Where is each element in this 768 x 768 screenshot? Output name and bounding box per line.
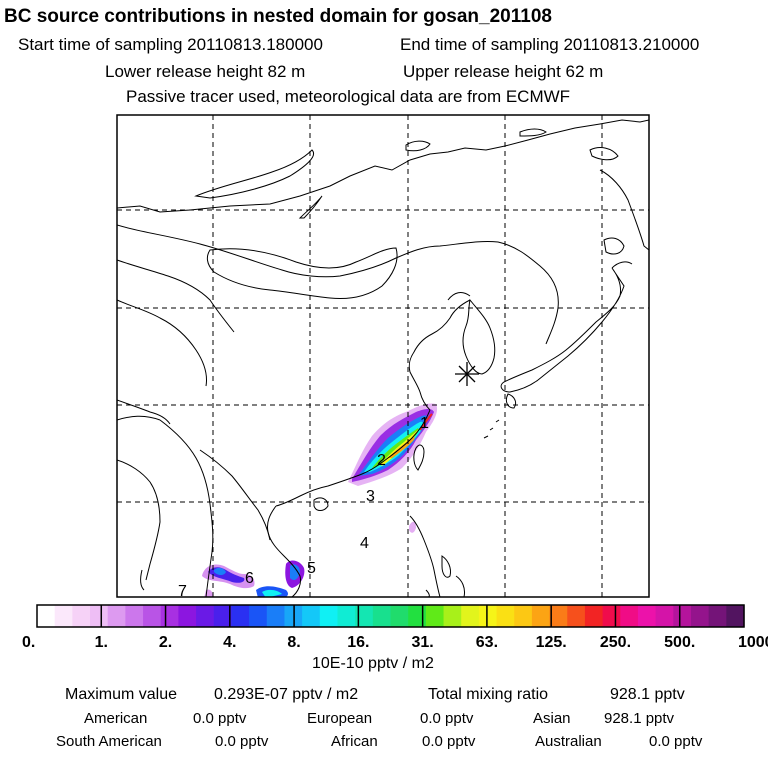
- colorbar-cell: [726, 605, 745, 627]
- max-value: 0.293E-07 pptv / m2: [214, 686, 359, 703]
- source-name-american: American: [84, 710, 148, 727]
- colorbar-cell: [90, 605, 109, 627]
- region-label-6: 6: [245, 570, 254, 587]
- colorbar-cell: [637, 605, 657, 627]
- colorbar-cell: [549, 605, 568, 627]
- colorbar-cell: [54, 605, 73, 627]
- source-name-australian: Australian: [535, 733, 602, 750]
- colorbar-tick-label: 0.: [22, 634, 35, 651]
- colorbar-cell: [478, 605, 498, 627]
- total-mixing-label: Total mixing ratio: [428, 686, 549, 703]
- colorbar-cell: [319, 605, 339, 627]
- source-value-australian: 0.0 pptv: [649, 733, 703, 750]
- grid-lines: [117, 115, 649, 597]
- tracer-note: Passive tracer used, meteorological data…: [126, 87, 571, 106]
- colorbar-tick-label: 125.: [536, 634, 567, 651]
- source-name-european: European: [307, 710, 373, 727]
- source-value-african: 0.0 pptv: [422, 733, 476, 750]
- colorbar-cell: [461, 605, 480, 627]
- source-value-asian: 928.1 pptv: [604, 710, 675, 727]
- plume-philippines: [409, 521, 416, 533]
- max-value-label: Maximum value: [65, 686, 178, 703]
- colorbar-cell: [337, 605, 356, 627]
- colorbar-tick-label: 250.: [600, 634, 631, 651]
- total-mixing-value: 928.1 pptv: [610, 686, 685, 703]
- source-value-south-american: 0.0 pptv: [215, 733, 269, 750]
- colorbar-tick-label: 500.: [664, 634, 695, 651]
- colorbar-tick-label: 8.: [287, 634, 300, 651]
- colorbar-cell: [125, 605, 144, 627]
- colorbar-tick-label: 31.: [412, 634, 434, 651]
- colorbar-cell: [355, 605, 374, 627]
- colorbar-cell: [567, 605, 586, 627]
- source-value-european: 0.0 pptv: [420, 710, 474, 727]
- colorbar-tick-label: 63.: [476, 634, 498, 651]
- colorbar-cell: [443, 605, 462, 627]
- colorbar-cell: [602, 605, 621, 627]
- colorbar-cell: [249, 605, 268, 627]
- colorbar-cell: [425, 605, 445, 627]
- colorbar-tick-label: 4.: [223, 634, 236, 651]
- colorbar-cell: [390, 605, 409, 627]
- region-label-4: 4: [360, 535, 369, 552]
- upper-release-height-label: Upper release height 62 m: [403, 62, 604, 81]
- colorbar-cell: [708, 605, 727, 627]
- colorbar-cell: [408, 605, 427, 627]
- colorbar-cell: [107, 605, 126, 627]
- colorbar-cell: [655, 605, 674, 627]
- colorbar-cell: [160, 605, 179, 627]
- colorbar-cell: [178, 605, 197, 627]
- source-value-american: 0.0 pptv: [193, 710, 247, 727]
- start-time-label: Start time of sampling 20110813.180000: [18, 35, 323, 54]
- source-name-african: African: [331, 733, 378, 750]
- region-label-5: 5: [307, 560, 316, 577]
- colorbar-cell: [231, 605, 250, 627]
- end-time-label: End time of sampling 20110813.210000: [400, 35, 700, 54]
- region-label-1: 1: [420, 415, 429, 432]
- map-frame: [116, 114, 650, 598]
- region-label-2: 2: [377, 452, 386, 469]
- colorbar-cell: [531, 605, 551, 627]
- colorbar-cell: [690, 605, 710, 627]
- colorbar-cell: [620, 605, 639, 627]
- map-title: BC source contributions in nested domain…: [4, 6, 552, 27]
- region-label-3: 3: [366, 488, 375, 505]
- colorbar-cell: [514, 605, 533, 627]
- colorbar-cell: [213, 605, 233, 627]
- colorbar-cell: [196, 605, 215, 627]
- region-label-7: 7: [178, 583, 187, 600]
- colorbar-cell: [584, 605, 604, 627]
- colorbar-cell: [72, 605, 91, 627]
- colorbar-frame: [36, 604, 745, 628]
- colorbar-tick-label: 1000.: [738, 634, 768, 651]
- source-name-asian: Asian: [533, 710, 571, 727]
- lower-release-height-label: Lower release height 82 m: [105, 62, 306, 81]
- colorbar-tick-label: 2.: [159, 634, 172, 651]
- colorbar-tick-label: 1.: [95, 634, 108, 651]
- plume-south: [202, 560, 305, 597]
- asterisk-icon: [455, 362, 479, 386]
- colorbar-cell: [37, 605, 56, 627]
- colorbar-cell: [143, 605, 162, 627]
- colorbar-cell: [673, 605, 692, 627]
- colorbar-cell: [302, 605, 321, 627]
- colorbar-cell: [372, 605, 392, 627]
- colorbar-units: 10E-10 pptv / m2: [312, 655, 434, 672]
- colorbar-cell: [266, 605, 286, 627]
- colorbar-tick-label: 16.: [347, 634, 369, 651]
- source-name-south-american: South American: [56, 733, 162, 750]
- colorbar-cell: [496, 605, 515, 627]
